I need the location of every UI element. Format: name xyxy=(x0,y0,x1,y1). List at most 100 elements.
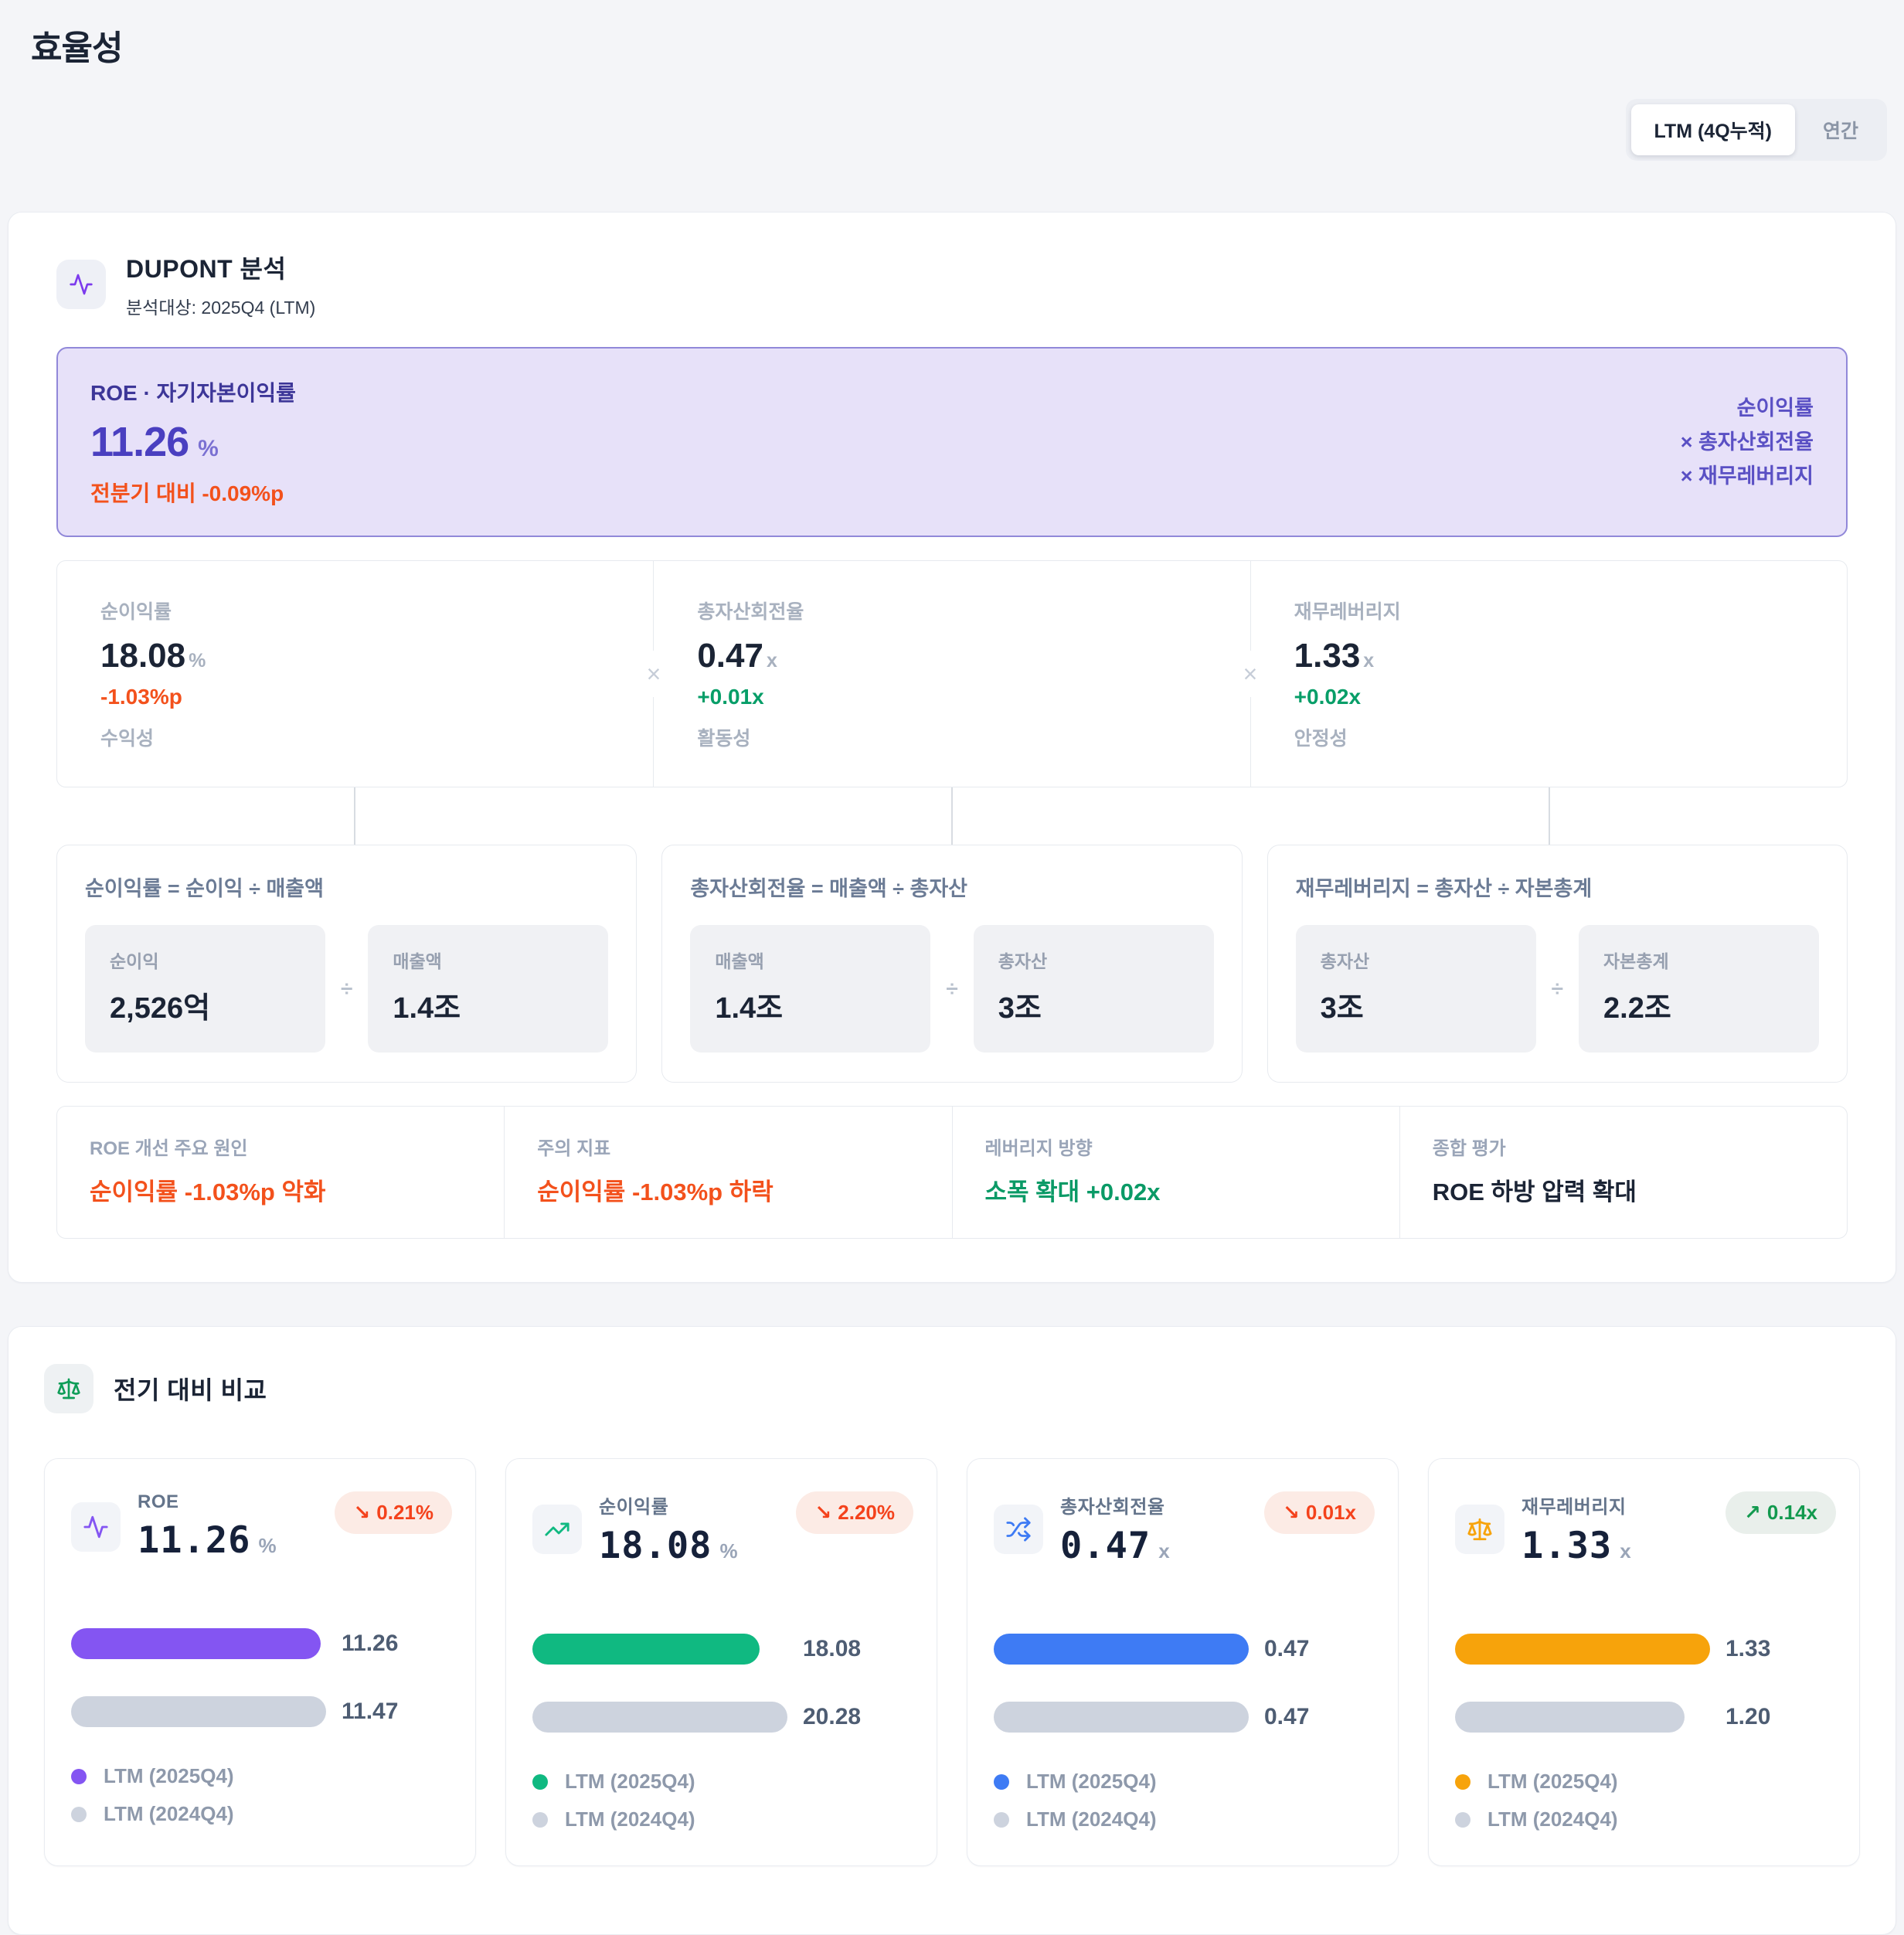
formula-card: 순이익률 = 순이익 ÷ 매출액 순이익 2,526억 ÷ 매출액 1.4조 xyxy=(56,845,638,1083)
metric-label: 총자산회전율 xyxy=(1060,1497,1165,1518)
legend-dot-current xyxy=(532,1773,548,1790)
summary-value: ROE 하방 압력 확대 xyxy=(1432,1178,1637,1206)
legend-dot-previous xyxy=(532,1811,548,1828)
connector-line xyxy=(354,787,356,845)
bar-value-label: 11.47 xyxy=(342,1699,399,1724)
operand-label: 자본총계 xyxy=(1603,951,1669,971)
component-unit: x xyxy=(1363,650,1375,672)
roe-delta: 전분기 대비 -0.09%p xyxy=(90,481,284,505)
scale-icon xyxy=(1455,1505,1504,1554)
metric-label: ROE xyxy=(138,1491,179,1512)
roe-banner-left: ROE · 자기자본이익률 11.26 % 전분기 대비 -0.09%p xyxy=(90,376,296,508)
bar-row-current: 18.08 xyxy=(532,1634,910,1665)
bar-row-previous: 1.20 xyxy=(1455,1702,1833,1733)
bar-row-previous: 20.28 xyxy=(532,1702,910,1733)
bar-current xyxy=(1455,1634,1710,1665)
component-category: 안정성 xyxy=(1294,728,1348,750)
bar-value-label: 11.26 xyxy=(342,1631,399,1656)
legend-item: LTM (2024Q4) xyxy=(532,1807,910,1831)
legend-label: LTM (2025Q4) xyxy=(104,1764,234,1787)
roe-formula-line: × 재무레버리지 xyxy=(1680,464,1814,488)
component-value: 0.47 xyxy=(697,637,763,675)
bar-current xyxy=(532,1634,760,1665)
formula-card: 재무레버리지 = 총자산 ÷ 자본총계 총자산 3조 ÷ 자본총계 2.2조 xyxy=(1266,845,1848,1083)
formula-row: 순이익률 = 순이익 ÷ 매출액 순이익 2,526억 ÷ 매출액 1.4조 총… xyxy=(56,845,1848,1083)
trend-up-icon xyxy=(532,1505,582,1554)
metric-value: 18.08 xyxy=(599,1525,712,1567)
legend-dot-current xyxy=(71,1768,87,1784)
divide-symbol: ÷ xyxy=(946,976,958,1001)
summary-label: 레버리지 방향 xyxy=(984,1138,1093,1159)
metric-label: 순이익률 xyxy=(599,1497,669,1518)
bar-previous xyxy=(1455,1702,1685,1733)
legend-label: LTM (2024Q4) xyxy=(104,1802,234,1825)
roe-unit: % xyxy=(198,436,219,461)
operand-value: 1.4조 xyxy=(393,992,461,1025)
dupont-component-cell: 순이익률 18.08 % -1.03%p 수익성 xyxy=(57,561,653,787)
bars-block: 18.08 20.28 xyxy=(532,1634,910,1733)
divide-symbol: ÷ xyxy=(340,976,353,1001)
component-label: 순이익률 xyxy=(100,601,172,623)
legend-label: LTM (2025Q4) xyxy=(565,1770,695,1793)
legend-item: LTM (2024Q4) xyxy=(71,1802,449,1826)
operand-box: 총자산 3조 xyxy=(1295,925,1536,1053)
page: 효율성 LTM (4Q누적) 연간 DUPONT 분석 분석대상: 2025Q4 … xyxy=(8,29,1896,1935)
bars-block: 0.47 0.47 xyxy=(994,1634,1372,1733)
divide-symbol: ÷ xyxy=(1551,976,1564,1001)
metric-unit: % xyxy=(258,1534,277,1557)
metric-card: 순이익률 18.08 % ↘ 2.20% 18.08 20.28 xyxy=(505,1458,937,1866)
badge-arrow-icon: ↗ xyxy=(1744,1501,1761,1524)
legend-item: LTM (2025Q4) xyxy=(71,1764,449,1788)
badge-arrow-icon: ↘ xyxy=(1283,1501,1300,1524)
metric-label: 재무레버리지 xyxy=(1522,1497,1627,1518)
dupont-subtitle: 분석대상: 2025Q4 (LTM) xyxy=(126,298,316,318)
bar-value-label: 1.33 xyxy=(1726,1636,1771,1661)
component-label: 총자산회전율 xyxy=(697,601,804,623)
operand-label: 총자산 xyxy=(998,951,1048,971)
operand-label: 총자산 xyxy=(1320,951,1370,971)
roe-formula-lines: 순이익률 × 총자산회전율 × 재무레버리지 xyxy=(1681,391,1814,493)
roe-formula-line: 순이익률 xyxy=(1736,396,1814,420)
component-category: 수익성 xyxy=(100,728,155,750)
metric-value: 1.33 xyxy=(1522,1525,1613,1567)
operand-value: 2,526억 xyxy=(110,992,211,1025)
period-toggle-option[interactable]: LTM (4Q누적) xyxy=(1630,104,1795,155)
period-toggle-option[interactable]: 연간 xyxy=(1822,121,1858,142)
operand-box: 총자산 3조 xyxy=(973,925,1214,1053)
bar-row-previous: 0.47 xyxy=(994,1702,1372,1733)
bar-row-current: 0.47 xyxy=(994,1634,1372,1665)
operand-box: 매출액 1.4조 xyxy=(368,925,609,1053)
formula-card: 총자산회전율 = 매출액 ÷ 총자산 매출액 1.4조 ÷ 총자산 3조 xyxy=(661,845,1243,1083)
roe-formula-line: × 총자산회전율 xyxy=(1680,430,1814,454)
connector-line xyxy=(951,787,953,845)
summary-label: 종합 평가 xyxy=(1432,1138,1506,1159)
summary-label: 주의 지표 xyxy=(537,1138,611,1159)
legend-dot-previous xyxy=(1455,1811,1470,1828)
bar-value-label: 0.47 xyxy=(1264,1704,1310,1729)
bar-previous xyxy=(71,1696,326,1727)
formula-title: 재무레버리지 = 총자산 ÷ 자본총계 xyxy=(1295,877,1593,900)
multiply-separator: × xyxy=(1241,651,1260,697)
legend-block: LTM (2025Q4) LTM (2024Q4) xyxy=(1455,1770,1833,1831)
component-label: 재무레버리지 xyxy=(1294,601,1401,623)
operand-value: 3조 xyxy=(1320,992,1364,1025)
legend-dot-previous xyxy=(994,1811,1009,1828)
bar-row-previous: 11.47 xyxy=(71,1696,449,1727)
component-category: 활동성 xyxy=(697,728,751,750)
summary-cell: 종합 평가 ROE 하방 압력 확대 xyxy=(1399,1107,1847,1238)
operand-box: 매출액 1.4조 xyxy=(690,925,931,1053)
operand-box: 순이익 2,526억 xyxy=(85,925,325,1053)
metric-value: 0.47 xyxy=(1060,1525,1151,1567)
metric-card: ROE 11.26 % ↘ 0.21% 11.26 11.47 xyxy=(44,1458,476,1866)
metric-card: 총자산회전율 0.47 x ↘ 0.01x 0.47 0.47 xyxy=(967,1458,1399,1866)
dupont-component-cell: 재무레버리지 1.33 x +0.02x 안정성 xyxy=(1250,561,1847,787)
legend-label: LTM (2024Q4) xyxy=(565,1807,695,1831)
pulse-icon xyxy=(71,1501,121,1552)
bar-previous xyxy=(994,1702,1249,1733)
metric-unit: % xyxy=(719,1539,738,1563)
component-delta: +0.01x xyxy=(697,685,764,709)
bar-value-label: 20.28 xyxy=(803,1704,862,1729)
bar-value-label: 18.08 xyxy=(803,1636,862,1661)
summary-value: 소폭 확대 +0.02x xyxy=(984,1178,1161,1206)
badge-arrow-icon: ↘ xyxy=(353,1501,371,1524)
